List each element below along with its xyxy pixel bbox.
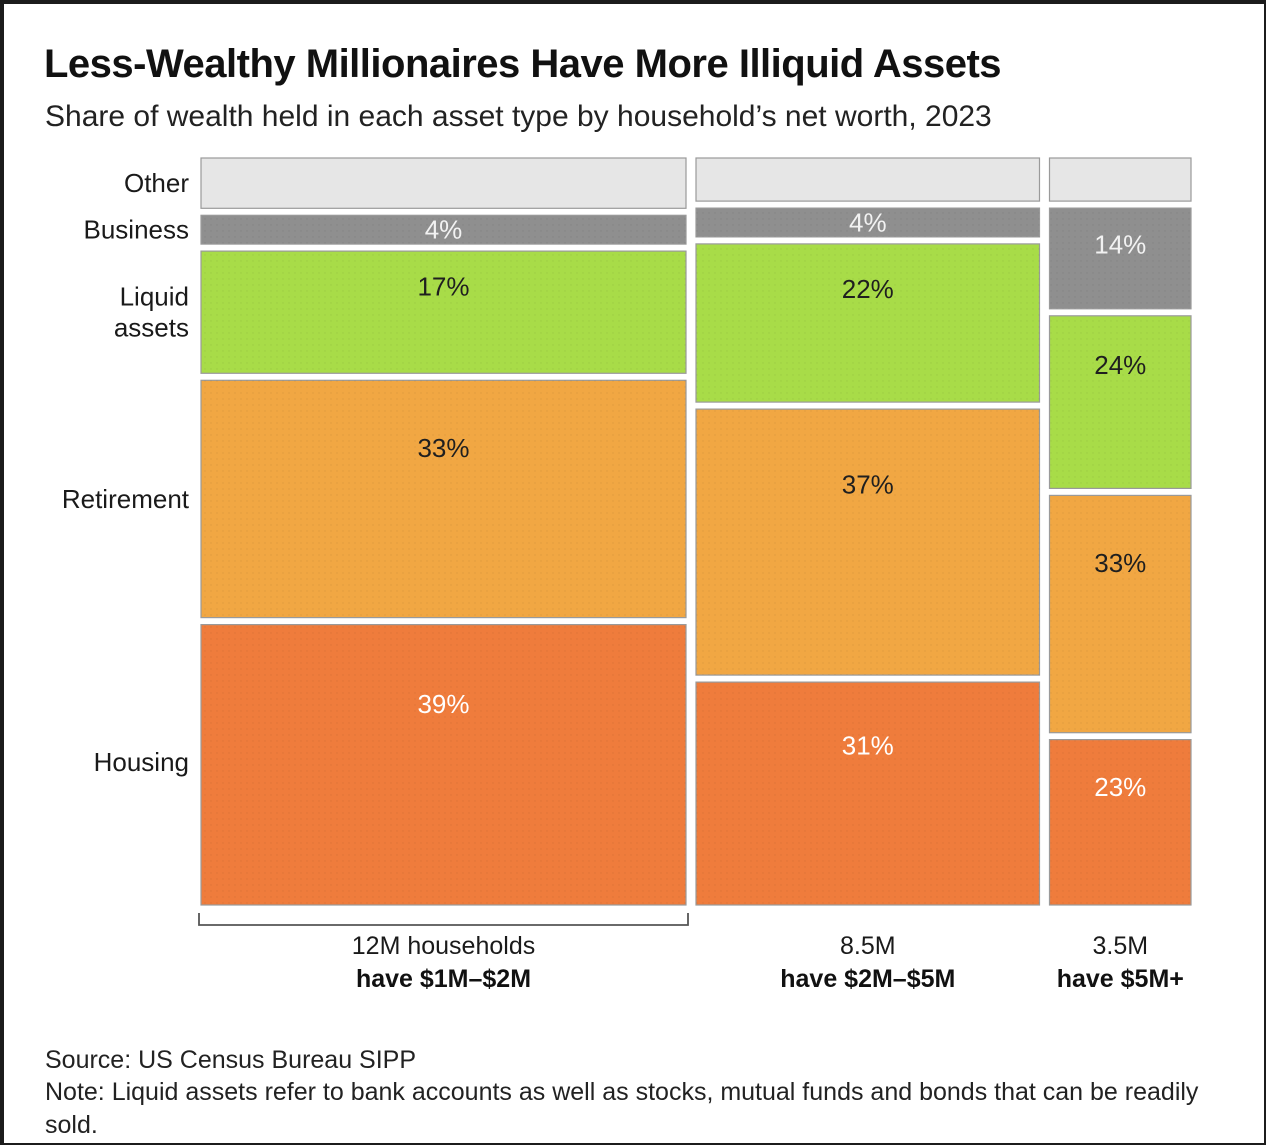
chart-subtitle: Share of wealth held in each asset type … (45, 100, 992, 133)
value-label-housing-3: 23% (1094, 772, 1146, 802)
column-range-label-2: have $2M–$5M (780, 965, 955, 993)
column-labels: 12M households have $1M–$2M 8.5M have $2M–$… (198, 913, 1184, 993)
value-label-liquid-1: 17% (417, 271, 469, 301)
cell-liquid-2 (695, 243, 1041, 403)
row-label-line: assets (114, 313, 189, 343)
column-count-label-2: 8.5M (840, 932, 896, 960)
mosaic-chart: 4% 17% 33% 39% 4% 22% 37% 31% 14% 24% 33% 23% Other… (62, 157, 1192, 993)
column-range-label-1: have $1M–$2M (356, 965, 531, 993)
value-label-retirement-1: 33% (417, 433, 469, 463)
row-label-liquid: Liquid assets (114, 282, 189, 343)
source-note: Source: US Census Bureau SIPP (45, 1046, 417, 1074)
cell-liquid-3 (1048, 315, 1192, 490)
column-count-label-1: 12M households (352, 932, 535, 960)
cell-retirement-3 (1048, 494, 1192, 734)
cell-liquid-1 (200, 250, 687, 374)
row-label-line: Business (84, 215, 190, 245)
value-label-housing-1: 39% (417, 689, 469, 719)
mosaic-cells: 4% 17% 33% 39% 4% 22% 37% 31% 14% 24% 33% 23% (200, 157, 1192, 906)
row-label-line: Housing (94, 747, 189, 777)
column-range-label-3: have $5M+ (1057, 965, 1184, 993)
value-label-liquid-3: 24% (1094, 350, 1146, 380)
value-label-retirement-2: 37% (842, 470, 894, 500)
row-label-housing: Housing (94, 747, 189, 777)
footnote: Note: Liquid assets refer to bank accoun… (45, 1078, 1199, 1139)
value-label-liquid-2: 22% (842, 274, 894, 304)
row-label-business: Business (84, 215, 190, 245)
value-label-business-2: 4% (849, 208, 887, 238)
value-label-housing-2: 31% (842, 731, 894, 761)
row-label-retirement: Retirement (62, 484, 190, 514)
cell-retirement-2 (695, 408, 1041, 676)
row-label-other: Other (124, 168, 189, 198)
value-label-business-3: 14% (1094, 229, 1146, 259)
row-label-line: Liquid (120, 282, 189, 312)
cell-retirement-1 (200, 379, 687, 619)
row-label-line: Other (124, 168, 189, 198)
value-label-retirement-3: 33% (1094, 548, 1146, 578)
value-label-business-1: 4% (425, 215, 463, 245)
cell-other-2 (695, 157, 1041, 202)
cell-housing-1 (200, 624, 687, 906)
cell-housing-3 (1048, 738, 1192, 906)
row-label-line: Retirement (62, 484, 190, 514)
group-bracket (198, 913, 689, 926)
cell-housing-2 (695, 681, 1041, 906)
cell-other-3 (1048, 157, 1192, 202)
column-count-label-3: 3.5M (1093, 932, 1149, 960)
chart-title: Less-Wealthy Millionaires Have More Illi… (44, 42, 1002, 86)
cell-other-1 (200, 157, 687, 209)
row-labels: Other Business Liquid assets Retirement Housi… (62, 168, 190, 777)
